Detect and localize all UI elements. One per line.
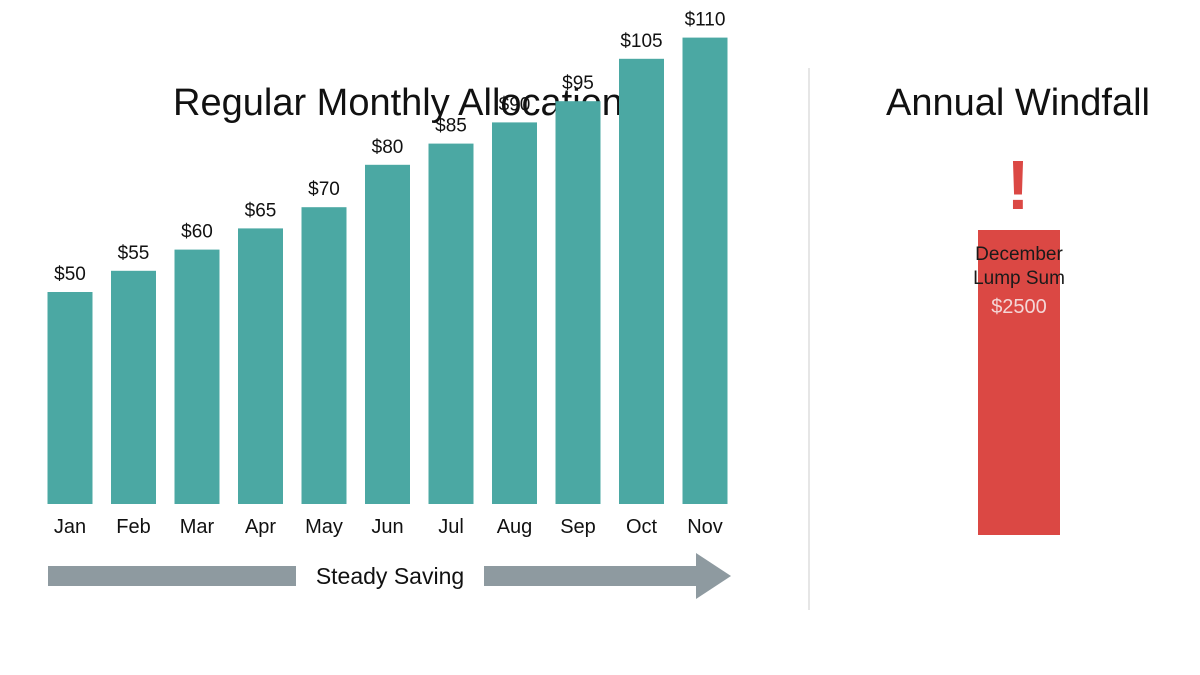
- value-label-apr: $65: [245, 200, 277, 221]
- bar-mar: [174, 249, 220, 504]
- tick-label-may: May: [305, 516, 343, 538]
- tick-label-jan: Jan: [54, 516, 86, 538]
- value-label-jan: $50: [54, 264, 86, 285]
- value-label-aug: $90: [499, 94, 531, 115]
- tick-label-jul: Jul: [438, 516, 464, 538]
- monthly-allocation-chart: $50 Jan $55 Feb $60 Mar $65 Apr $70 May $80 Jun $85 J…: [47, 10, 728, 538]
- bar-oct: [619, 58, 664, 505]
- bar-may: [301, 207, 347, 504]
- value-label-nov: $110: [685, 10, 726, 31]
- value-label-feb: $55: [118, 243, 150, 264]
- value-label-mar: $60: [181, 222, 213, 243]
- chart-title-windfall: Annual Windfall: [885, 82, 1151, 124]
- bar-sep: [555, 101, 601, 504]
- windfall-category-label: December Lump Sum: [973, 244, 1065, 289]
- tick-label-apr: Apr: [245, 516, 276, 538]
- bar-nov: [682, 37, 728, 504]
- exclamation-icon: !: [1006, 146, 1030, 224]
- tick-label-oct: Oct: [626, 516, 658, 538]
- windfall-bar: [978, 230, 1060, 535]
- panel-divider: [808, 68, 810, 610]
- bar-aug: [492, 122, 537, 505]
- bar-jan: [47, 292, 93, 504]
- value-label-jul: $85: [435, 116, 467, 137]
- bar-jul: [428, 143, 474, 504]
- tick-label-jun: Jun: [371, 516, 403, 538]
- windfall-value-label: $2500: [991, 296, 1047, 318]
- chart-title-monthly: Regular Monthly Allocation: [173, 82, 623, 124]
- bar-jun: [365, 164, 410, 505]
- tick-label-sep: Sep: [560, 516, 596, 538]
- value-label-jun: $80: [372, 137, 404, 158]
- bar-apr: [238, 228, 283, 504]
- tick-label-aug: Aug: [497, 516, 533, 538]
- value-label-sep: $95: [562, 73, 594, 94]
- bar-feb: [111, 270, 156, 504]
- value-label-may: $70: [308, 179, 340, 200]
- tick-label-nov: Nov: [687, 516, 723, 538]
- trend-label: Steady Saving: [296, 560, 484, 592]
- value-label-oct: $105: [620, 31, 662, 52]
- tick-label-feb: Feb: [116, 516, 150, 538]
- tick-label-mar: Mar: [180, 516, 215, 538]
